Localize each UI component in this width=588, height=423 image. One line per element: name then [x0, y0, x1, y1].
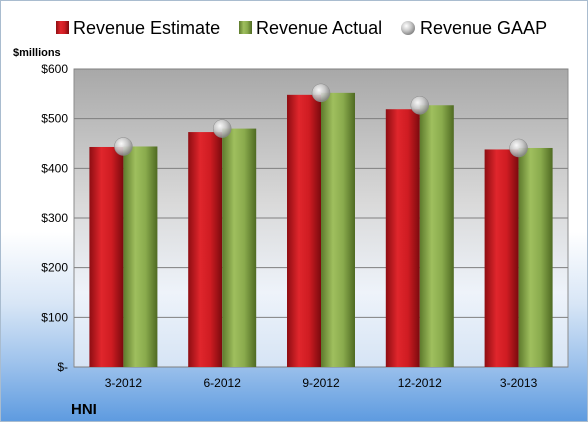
actual-bar — [123, 146, 158, 367]
gaap-markers — [114, 83, 528, 158]
bars — [89, 92, 553, 368]
y-tick-label: $300 — [41, 211, 68, 225]
y-axis-unit-label: $millions — [13, 47, 61, 59]
x-axis-ticks: 3-2012 6-2012 9-2012 12-2012 3-2013 — [105, 376, 538, 390]
y-tick-label: $200 — [41, 261, 68, 275]
y-tick-label: $600 — [41, 62, 68, 76]
legend-label-actual: Revenue Actual — [256, 18, 382, 38]
legend-swatch-actual — [239, 21, 252, 34]
estimate-bar — [89, 146, 124, 367]
actual-bar — [518, 147, 553, 367]
y-axis-ticks: $- $100 $200 $300 $400 $500 $600 — [41, 62, 68, 374]
legend-swatch-estimate — [56, 21, 69, 34]
actual-bar — [222, 128, 257, 367]
actual-bar — [419, 105, 454, 368]
gaap-marker — [114, 137, 133, 156]
y-tick-label: $- — [57, 360, 68, 374]
estimate-bar — [188, 132, 223, 367]
x-tick-label: 3-2013 — [500, 376, 538, 390]
estimate-bar — [287, 94, 321, 368]
gaap-marker — [311, 83, 331, 103]
x-tick-label: 12-2012 — [398, 376, 442, 390]
actual-bar — [321, 92, 355, 367]
estimate-bar — [385, 109, 420, 367]
estimate-bar — [484, 149, 519, 367]
x-tick-label: 6-2012 — [204, 376, 242, 390]
legend-label-gaap: Revenue GAAP — [420, 18, 547, 38]
y-tick-label: $500 — [41, 112, 68, 126]
gaap-marker — [509, 138, 528, 158]
gaap-marker — [212, 119, 232, 138]
gaap-marker — [410, 96, 430, 115]
legend: Revenue Estimate Revenue Actual Revenue … — [56, 18, 547, 38]
company-label: HNI — [71, 401, 97, 418]
y-tick-label: $400 — [41, 161, 68, 175]
legend-label-estimate: Revenue Estimate — [73, 18, 220, 38]
y-tick-label: $100 — [41, 310, 68, 324]
x-tick-label: 9-2012 — [302, 376, 340, 390]
x-tick-label: 3-2012 — [105, 376, 143, 390]
legend-swatch-gaap — [401, 21, 415, 35]
